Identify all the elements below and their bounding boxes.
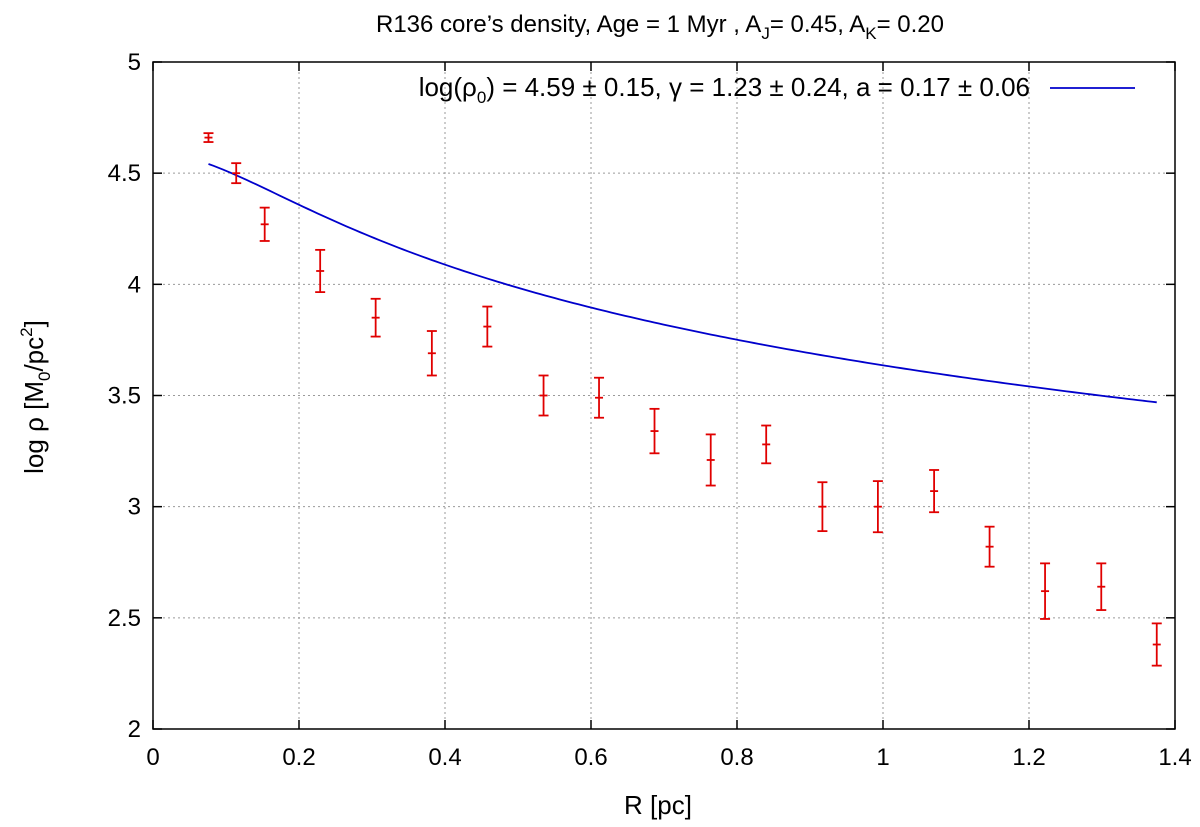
legend: log(ρ0) = 4.59 ± 0.15, γ = 1.23 ± 0.24, … [419, 72, 1135, 107]
data-point [426, 330, 437, 377]
y-tick-label: 3.5 [108, 383, 141, 410]
data-point [538, 374, 549, 417]
data-point [649, 407, 660, 455]
data-point [761, 424, 772, 465]
fit-curve [208, 163, 1157, 404]
data-point [872, 480, 883, 534]
y-axis-label: log ρ [M0/pc2] [17, 320, 54, 474]
data-point [1096, 562, 1107, 611]
y-tick-label: 3 [128, 494, 141, 521]
data-points-layer [203, 132, 1162, 667]
chart-title: R136 core’s density, Age = 1 Myr , AJ= 0… [376, 11, 944, 43]
x-axis-label: R [pc] [624, 790, 692, 820]
x-tick-label: 0.8 [720, 744, 753, 771]
data-point [929, 469, 940, 514]
data-point [1151, 622, 1162, 667]
x-tick-label: 0.4 [428, 744, 461, 771]
x-tick-label: 1 [876, 744, 889, 771]
data-point [1040, 562, 1051, 620]
y-tick-label: 4 [128, 271, 141, 298]
data-point [984, 525, 995, 568]
grid-lines [153, 62, 1175, 729]
data-point [817, 481, 828, 533]
x-tick-label: 0 [146, 744, 159, 771]
y-tick-label: 2.5 [108, 605, 141, 632]
data-point [203, 132, 214, 143]
x-tick-label: 1.4 [1158, 744, 1191, 771]
y-tick-label: 5 [128, 49, 141, 76]
legend-label: log(ρ0) = 4.59 ± 0.15, γ = 1.23 ± 0.24, … [419, 72, 1030, 107]
data-point [315, 248, 326, 294]
data-point [594, 376, 605, 419]
data-point [231, 162, 242, 185]
y-tick-label: 4.5 [108, 160, 141, 187]
x-tick-label: 0.6 [574, 744, 607, 771]
data-point [705, 433, 716, 487]
data-point [482, 305, 493, 348]
axis-ticks: 0 0.2 0.4 0.6 0.8 1 1.2 1.4 2 2.5 3 3.5 4 4.5 5 [108, 49, 1192, 771]
fit-curve-layer [208, 163, 1157, 404]
x-tick-label: 1.2 [1012, 744, 1045, 771]
y-tick-label: 2 [128, 716, 141, 743]
data-point [370, 297, 381, 338]
x-tick-label: 0.2 [282, 744, 315, 771]
data-point [259, 206, 270, 242]
